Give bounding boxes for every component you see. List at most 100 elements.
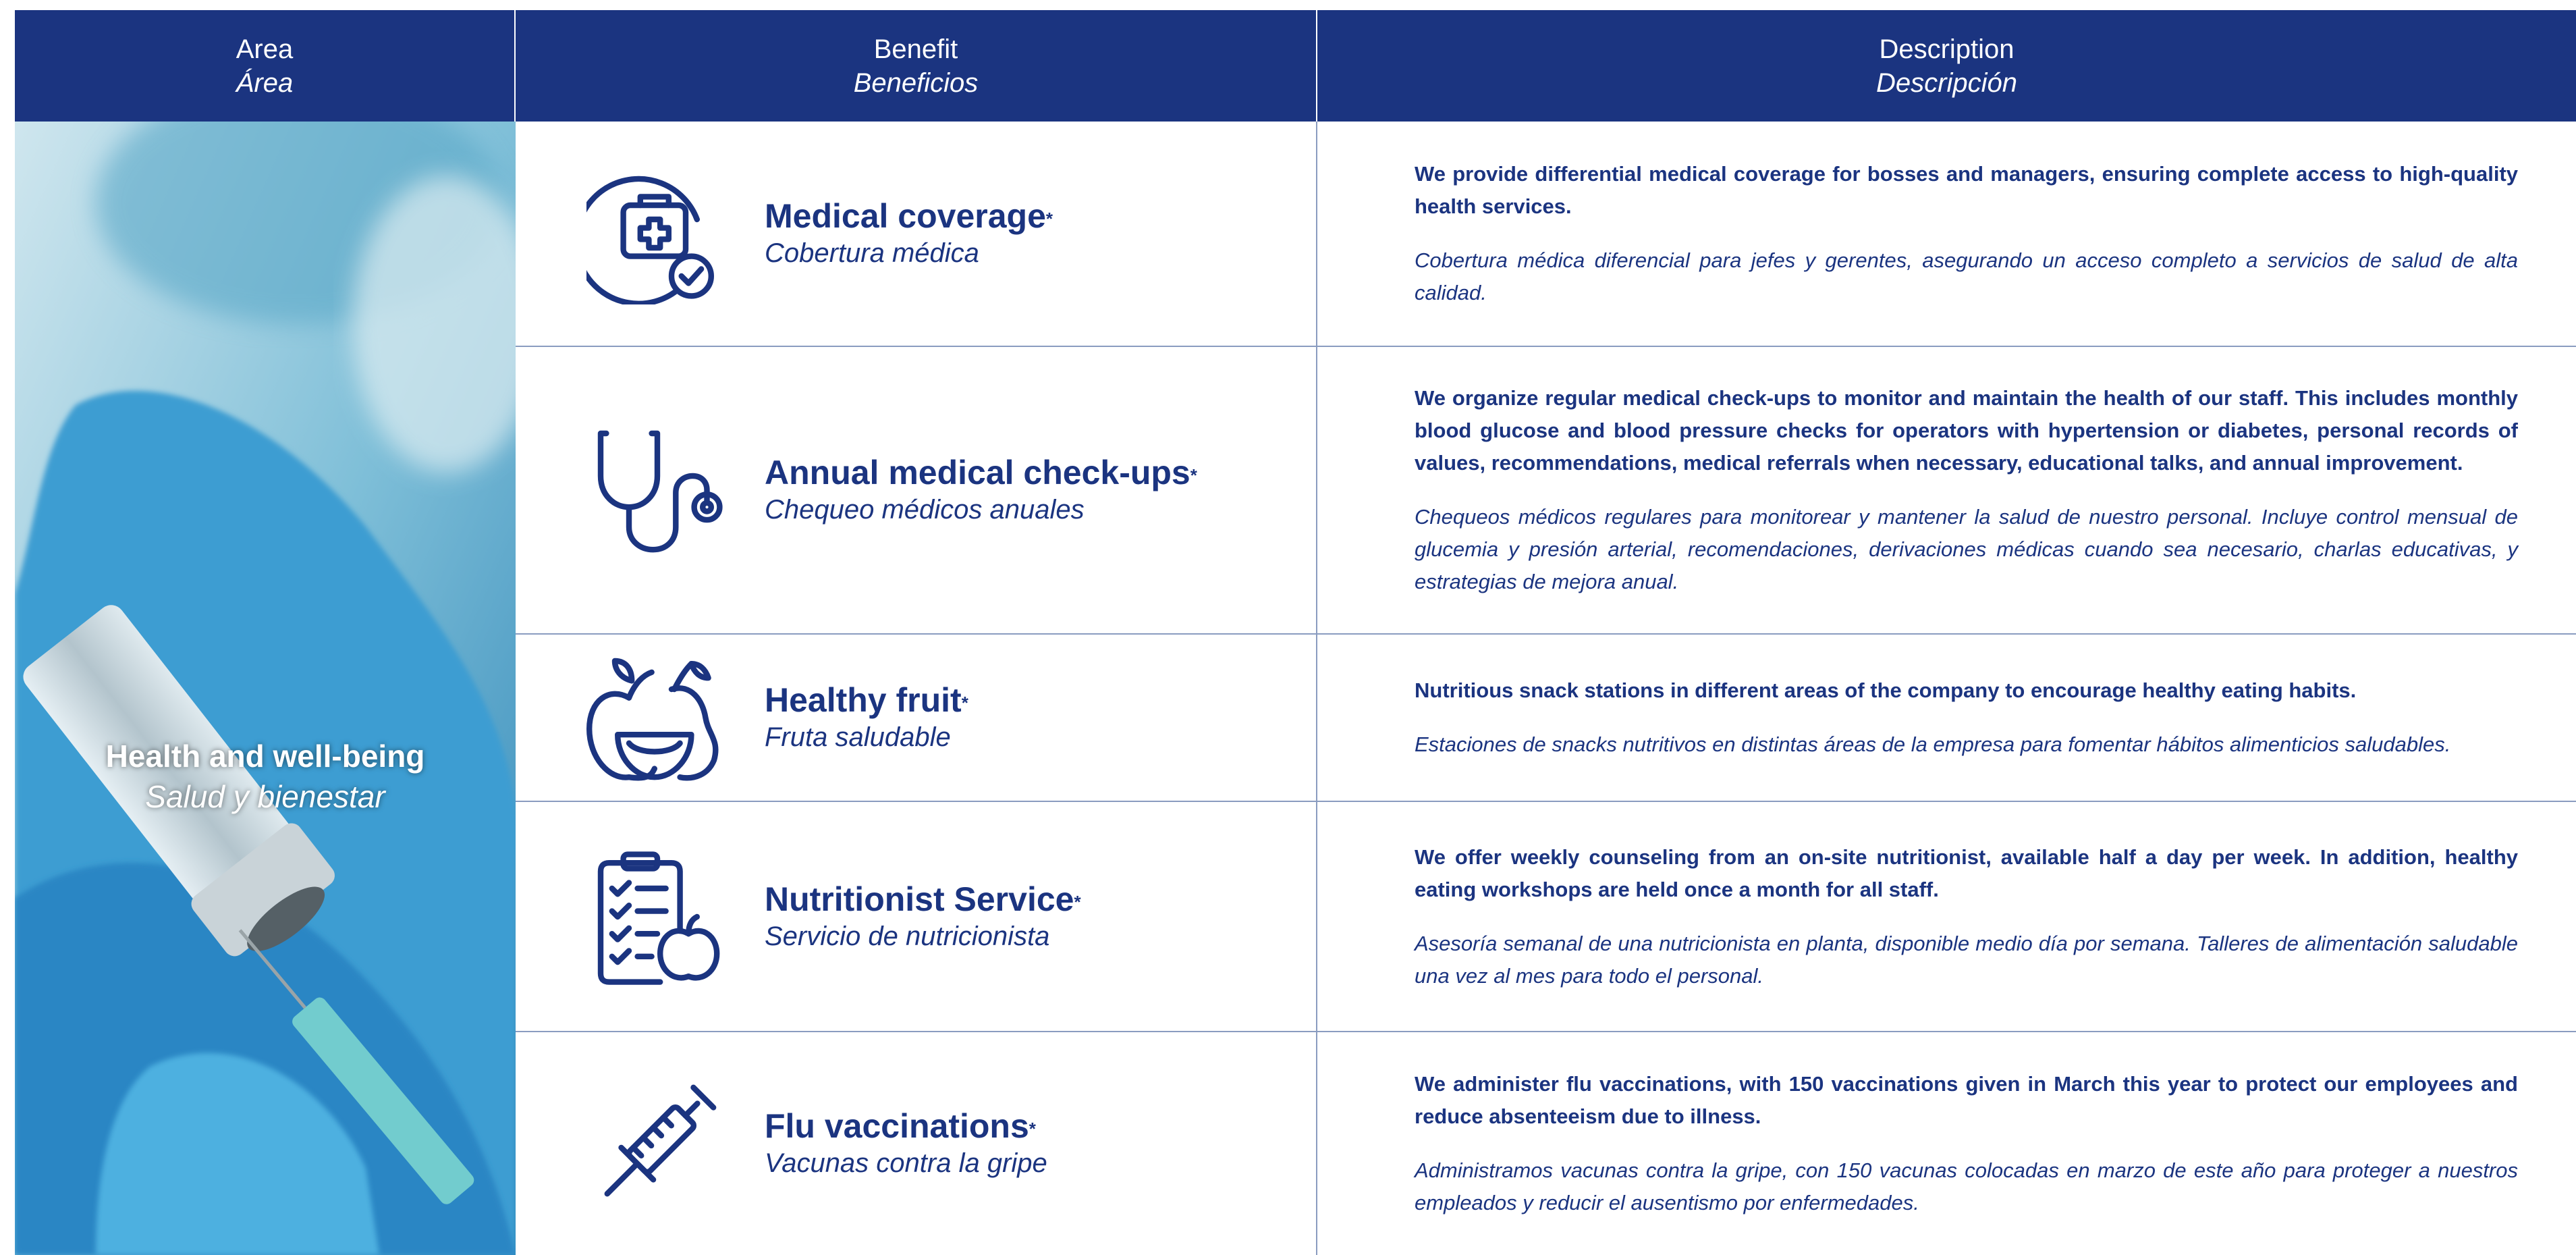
benefit-row: Medical coverage* Cobertura médica We pro…	[516, 122, 2576, 347]
icon-path	[611, 658, 635, 684]
benefit-title-es: Servicio de nutricionista	[765, 921, 1050, 951]
header-benefit: Benefit Beneficios	[516, 10, 1317, 122]
fruit-icon	[586, 658, 719, 781]
icon-path	[626, 740, 683, 755]
area-title: Health and well-being	[105, 739, 425, 774]
benefit-title-text: Nutritionist Service	[765, 880, 1074, 918]
description-cell: We administer flu vaccinations, with 150…	[1317, 1032, 2576, 1255]
benefit-title-es: Cobertura médica	[765, 238, 979, 268]
header-area: Area Área	[15, 10, 516, 122]
benefit-title-text: Annual medical check-ups	[765, 454, 1190, 491]
icon-path	[672, 661, 694, 693]
benefit-row: Flu vaccinations* Vacunas contra la gripe…	[516, 1032, 2576, 1255]
description-cell: We offer weekly counseling from an on-si…	[1317, 802, 2576, 1031]
benefit-cell: Flu vaccinations* Vacunas contra la gripe	[516, 1032, 1317, 1255]
icon-path	[630, 1115, 674, 1159]
note-mark: *	[961, 693, 968, 713]
icon-circle	[668, 253, 714, 299]
header-text-es: Área	[236, 68, 294, 98]
benefit-title: Healthy fruit*	[765, 680, 968, 720]
benefit-title: Annual medical check-ups*	[765, 453, 1197, 492]
icon-path	[668, 685, 719, 781]
icon-path	[637, 216, 672, 251]
icon-path	[615, 732, 694, 780]
area-image: Health and well-being Salud y bienestar	[15, 122, 516, 1255]
description-es: Administramos vacunas contra la gripe, c…	[1415, 1158, 2518, 1214]
icon-path	[688, 661, 711, 681]
note-mark: *	[1190, 465, 1197, 485]
benefit-row: Nutritionist Service* Servicio de nutrici…	[516, 802, 2576, 1032]
header-text: Description	[1879, 34, 2015, 64]
icon-path	[626, 669, 655, 701]
icon-line	[238, 929, 306, 1009]
icon-g	[604, 1084, 717, 1197]
stethoscope-icon	[597, 430, 723, 553]
syringe-icon	[604, 1084, 717, 1197]
benefits-table: Medical coverage* Cobertura médica We pro…	[516, 122, 2576, 1255]
icon-path	[597, 430, 661, 510]
header-text-es: Beneficios	[853, 68, 979, 98]
description-en: We provide differential medical coverage…	[1415, 162, 2518, 218]
icon-path	[597, 859, 683, 985]
header-text-es: Descripción	[1876, 68, 2017, 98]
header-text: Area	[236, 34, 294, 64]
icon-ellipse	[352, 176, 516, 473]
benefit-title-text: Flu vaccinations	[765, 1107, 1029, 1145]
icon-path	[604, 1084, 717, 1197]
icon-path	[678, 266, 705, 286]
header-description: Description Descripción	[1317, 10, 2576, 122]
header-text: Benefit	[873, 34, 958, 64]
icon-rect	[620, 851, 661, 872]
nutrition-icon	[597, 851, 720, 985]
benefit-row: Healthy fruit* Fruta saludable Nutritious…	[516, 635, 2576, 802]
icon-path	[626, 473, 710, 553]
benefit-title-text: Healthy fruit	[765, 681, 962, 719]
note-mark: *	[1045, 209, 1053, 229]
description-es: Cobertura médica diferencial para jefes …	[1415, 248, 2518, 304]
description-es: Asesoría semanal de una nutricionista en…	[1415, 931, 2518, 988]
description-cell: We organize regular medical check-ups to…	[1317, 347, 2576, 633]
description-en: Nutritious snack stations in different a…	[1415, 678, 2357, 702]
description-en: We organize regular medical check-ups to…	[1415, 386, 2518, 475]
icon-g	[23, 605, 335, 957]
benefit-title: Medical coverage*	[765, 196, 1053, 236]
table-header: Area Área Benefit Beneficios Description De…	[15, 10, 2576, 122]
description-en: We offer weekly counseling from an on-si…	[1415, 845, 2518, 901]
benefit-cell: Healthy fruit* Fruta saludable	[516, 635, 1317, 801]
benefit-title: Nutritionist Service*	[765, 880, 1081, 919]
icon-rect	[292, 997, 474, 1204]
description-cell: Nutritious snack stations in different a…	[1317, 635, 2576, 801]
description-es: Chequeos médicos regulares para monitore…	[1415, 505, 2518, 593]
benefit-cell: Medical coverage* Cobertura médica	[516, 122, 1317, 346]
icon-path	[657, 928, 720, 980]
benefit-title-es: Chequeo médicos anuales	[765, 495, 1085, 525]
benefit-title-text: Medical coverage	[765, 197, 1046, 235]
icon-path	[96, 1052, 379, 1255]
icon-path	[586, 176, 700, 304]
icon-path	[609, 879, 669, 965]
icon-rect	[620, 202, 689, 259]
icon-path	[686, 913, 700, 936]
note-mark: *	[1029, 1119, 1036, 1139]
benefit-row: Annual medical check-ups* Chequeo médicos…	[516, 347, 2576, 635]
medical-icon	[586, 176, 714, 304]
benefit-cell: Nutritionist Service* Servicio de nutrici…	[516, 802, 1317, 1031]
icon-path	[637, 194, 672, 209]
description-en: We administer flu vaccinations, with 150…	[1415, 1072, 2518, 1128]
note-mark: *	[1074, 891, 1081, 912]
icon-circle	[700, 500, 714, 514]
icon-rect	[23, 605, 292, 903]
description-cell: We provide differential medical coverage…	[1317, 122, 2576, 346]
photo	[15, 122, 516, 1255]
icon-circle	[691, 491, 723, 523]
area-label: Health and well-being Salud y bienestar	[15, 736, 516, 817]
benefit-title-es: Fruta saludable	[765, 722, 951, 752]
benefit-title-es: Vacunas contra la gripe	[765, 1148, 1047, 1178]
benefit-cell: Annual medical check-ups* Chequeo médicos…	[516, 347, 1317, 633]
icon-ellipse	[247, 886, 325, 951]
icon-g	[238, 929, 474, 1204]
icon-rect	[191, 823, 335, 957]
area-title-es: Salud y bienestar	[145, 779, 385, 814]
